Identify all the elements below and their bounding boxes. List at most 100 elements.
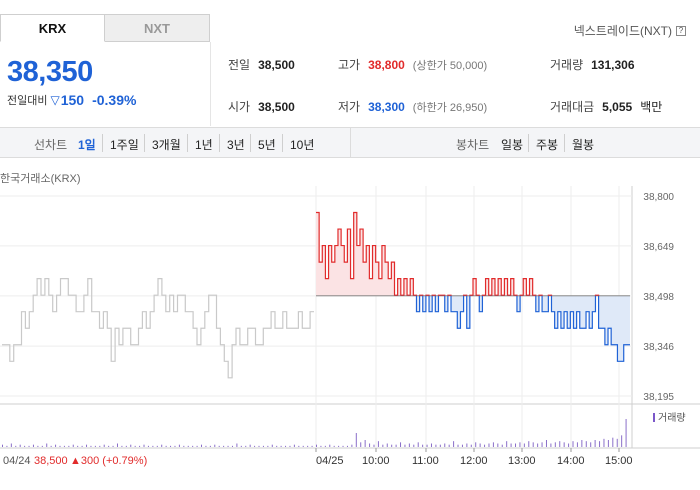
x-tick-label: 12:00: [460, 455, 488, 467]
period-5y[interactable]: 5년: [258, 138, 276, 152]
volume-bar: [461, 444, 463, 447]
period-3m[interactable]: 3개월: [152, 138, 181, 152]
volume-bar: [130, 444, 132, 447]
today-up-area: [316, 212, 599, 296]
y-tick-label: 38,649: [643, 242, 674, 253]
volume-bar: [55, 444, 57, 447]
nextrade-link[interactable]: 넥스트레이드(NXT) ?: [574, 22, 686, 39]
x-tick-label: 10:00: [362, 455, 390, 467]
volume-bar: [625, 419, 627, 447]
volume-bar: [599, 441, 601, 447]
volume-bar: [90, 445, 92, 447]
volume-bar: [377, 441, 379, 447]
stat-amount: 거래대금 5,055 백만: [550, 98, 662, 115]
stat-volume: 거래량 131,306: [550, 56, 635, 73]
period-toolbar: 선차트 1일 1주일 3개월 1년 3년 5년 10년 봉차트 일봉 주봉 월봉: [0, 127, 700, 158]
period-3y[interactable]: 3년: [227, 138, 245, 152]
volume-bar: [585, 441, 587, 447]
volume-bar: [408, 443, 410, 447]
volume-legend-swatch: [653, 413, 655, 422]
candle-weekly[interactable]: 주봉: [536, 138, 559, 152]
x-tick-label: 04/25: [316, 455, 344, 467]
period-1y[interactable]: 1년: [195, 138, 213, 152]
chart-grid: [0, 186, 700, 449]
stat-label: 거래량: [550, 58, 584, 72]
volume-bar: [346, 445, 348, 447]
volume-bar: [439, 444, 441, 447]
stat-open: 시가 38,500: [228, 98, 295, 115]
stat-label: 시가: [228, 100, 251, 114]
stat-high: 고가 38,800 (상한가 50,000): [338, 56, 487, 73]
volume-bar: [607, 440, 609, 447]
prev-day-date: 04/24: [3, 455, 31, 467]
volume-bar: [41, 445, 43, 447]
volume-bar: [178, 444, 180, 447]
stat-label: 전일: [228, 58, 251, 72]
candle-daily[interactable]: 일봉: [501, 138, 524, 152]
candle-monthly[interactable]: 월봉: [572, 138, 595, 152]
volume-bar: [501, 444, 503, 447]
volume-bar: [391, 444, 393, 447]
volume-bar: [616, 438, 618, 447]
volume-bar: [488, 443, 490, 447]
volume-bar: [400, 442, 402, 447]
volume-legend: 거래량: [653, 412, 686, 424]
volume-bar: [545, 440, 547, 447]
period-10y[interactable]: 10년: [290, 138, 315, 152]
today-line-up: [316, 211, 600, 296]
volume-bar: [559, 441, 561, 447]
volume-bar: [46, 443, 48, 447]
volume-bar: [590, 442, 592, 447]
change-label: 전일대비: [7, 95, 48, 107]
volume-bar: [497, 443, 499, 447]
volume-bar: [417, 442, 419, 447]
volume-bar: [395, 444, 397, 447]
today-line-down: [415, 295, 630, 362]
volume-bar: [174, 445, 176, 447]
help-icon[interactable]: ?: [676, 25, 686, 36]
volume-bar: [444, 443, 446, 447]
volume-bar: [170, 445, 172, 447]
volume-bar: [320, 445, 322, 447]
current-price: 38,350: [7, 56, 93, 88]
volume-bar: [457, 444, 459, 447]
stat-value: 38,500: [258, 100, 295, 114]
volume-bar: [161, 444, 163, 447]
volume-bar: [196, 445, 198, 447]
volume-bar: [369, 443, 371, 447]
nextrade-label: 넥스트레이드(NXT): [573, 24, 672, 38]
divider: [210, 42, 211, 126]
volume-bar: [289, 445, 291, 447]
volume-bar: [426, 444, 428, 447]
volume-bar: [15, 445, 17, 447]
price-chart[interactable]: 38,800 38,649 38,498 38,346 38,195 04/25 10:0…: [0, 186, 700, 490]
volume-bar: [262, 445, 264, 447]
volume-bar: [475, 442, 477, 447]
volume-bar: [147, 445, 149, 447]
separator: [564, 134, 565, 152]
volume-bar: [382, 444, 384, 447]
change-percent: -0.39%: [92, 92, 137, 108]
period-1w[interactable]: 1주일: [110, 138, 139, 152]
down-triangle-icon: ▽: [50, 93, 60, 107]
market-tabs: KRX NXT: [0, 14, 210, 42]
volume-bar: [523, 443, 525, 447]
volume-bar: [227, 445, 229, 447]
y-axis-ticks: 38,800 38,649 38,498 38,346 38,195: [643, 192, 674, 403]
tab-krx[interactable]: KRX: [0, 14, 105, 42]
x-tick-label: 15:00: [605, 455, 633, 467]
volume-bar: [165, 445, 167, 447]
volume-bar: [342, 445, 344, 447]
stat-label: 고가: [338, 58, 361, 72]
stat-label: 저가: [338, 100, 361, 114]
tab-nxt[interactable]: NXT: [105, 14, 210, 42]
volume-bar: [19, 444, 21, 447]
volume-bar: [108, 445, 110, 447]
volume-bars: [2, 419, 627, 447]
period-1d[interactable]: 1일: [78, 138, 96, 152]
volume-bar: [364, 440, 366, 447]
stat-prev-close: 전일 38,500: [228, 56, 295, 73]
volume-bar: [218, 445, 220, 447]
prev-day-change: ▲300 (+0.79%): [70, 455, 147, 467]
volume-bar: [603, 438, 605, 447]
